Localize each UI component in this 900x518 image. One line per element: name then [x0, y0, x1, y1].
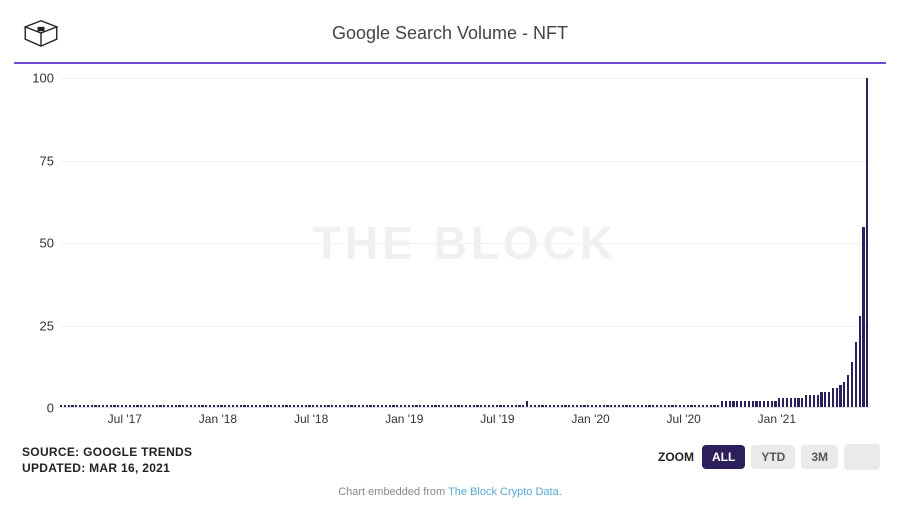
source-line: SOURCE: GOOGLE TRENDS [22, 444, 192, 460]
bar [866, 78, 868, 408]
y-tick-label: 0 [47, 401, 54, 416]
x-tick-label: Jul '20 [667, 412, 701, 426]
y-axis-labels: 0255075100 [20, 78, 54, 408]
bar [828, 392, 830, 409]
bar [832, 388, 834, 408]
x-tick-label: Jan '20 [571, 412, 609, 426]
zoom-button-ytd[interactable]: YTD [751, 445, 795, 469]
bar [836, 388, 838, 408]
footer: SOURCE: GOOGLE TRENDS UPDATED: MAR 16, 2… [20, 444, 880, 476]
x-tick-label: Jan '18 [199, 412, 237, 426]
bar [855, 342, 857, 408]
embed-suffix: . [559, 486, 562, 498]
y-tick-label: 25 [40, 318, 54, 333]
bar [862, 227, 864, 409]
bar [824, 392, 826, 409]
plot-area: THE BLOCK 0255075100 [60, 78, 870, 408]
chart-title: Google Search Volume - NFT [20, 23, 880, 44]
x-tick-label: Jul '18 [294, 412, 328, 426]
zoom-label: ZOOM [658, 450, 694, 464]
chart-header: Google Search Volume - NFT [20, 18, 880, 48]
x-tick-label: Jan '21 [758, 412, 796, 426]
x-tick-label: Jul '19 [480, 412, 514, 426]
bar [839, 385, 841, 408]
bar [847, 375, 849, 408]
zoom-blank-button[interactable] [844, 444, 880, 470]
zoom-button-3m[interactable]: 3M [801, 445, 838, 469]
header-rule [14, 62, 886, 64]
bar [851, 362, 853, 408]
bar [820, 392, 822, 409]
embed-link[interactable]: The Block Crypto Data [448, 486, 559, 498]
bar [843, 382, 845, 408]
y-tick-label: 50 [40, 236, 54, 251]
embed-prefix: Chart embedded from [338, 486, 448, 498]
bars [60, 78, 870, 408]
x-axis-labels: Jul '17 Jan '18 Jul '18 Jan '19 Jul '19 Jan '… [60, 412, 870, 432]
x-tick-label: Jul '17 [108, 412, 142, 426]
updated-line: UPDATED: MAR 16, 2021 [22, 460, 192, 476]
y-tick-label: 100 [32, 71, 54, 86]
zoom-button-all[interactable]: ALL [702, 445, 745, 469]
baseline [60, 407, 870, 408]
x-tick-label: Jan '19 [385, 412, 423, 426]
source-block: SOURCE: GOOGLE TRENDS UPDATED: MAR 16, 2… [22, 444, 192, 476]
embed-line: Chart embedded from The Block Crypto Dat… [20, 486, 880, 498]
y-tick-label: 75 [40, 153, 54, 168]
bar [859, 316, 861, 408]
zoom-controls: ZOOM ALLYTD3M [658, 444, 880, 470]
